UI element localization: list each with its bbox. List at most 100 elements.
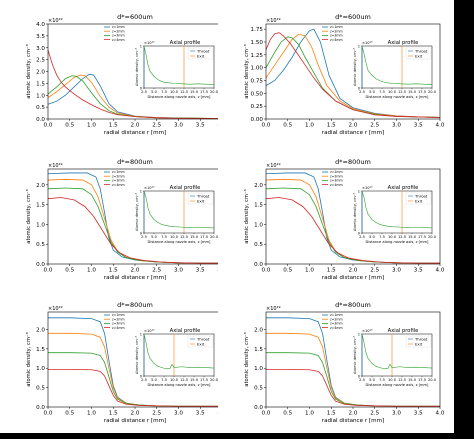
y-tick-label: 0.0 [36,117,45,123]
inset-x-tick-label: 7.5 [161,378,167,382]
y-tick-label: 2.5 [36,58,45,64]
y-tick-label: 0.5 [254,386,263,392]
legend-label: z=2mm [112,174,125,178]
chart-svg: 0.00.51.01.52.02.53.03.54.00.00.51.01.52… [0,288,236,433]
inset-x-tick-label: 17.5 [200,378,208,382]
series-line [265,197,440,264]
x-tick-label: 2.0 [349,123,358,129]
chart-panel: 0.00.51.01.52.02.53.03.54.00.00.51.01.52… [0,0,236,145]
x-tick-label: 0.0 [44,123,53,129]
y-tick-label: 0.5 [36,105,45,111]
y-tick-label: 1.00 [251,66,264,72]
inset-legend-label: Throat [196,193,210,198]
inset-x-tick-label: 17.5 [200,235,208,239]
inset-y-tick-label: 1 [358,44,360,48]
inset-y-tick-label: 0 [140,231,143,235]
chart-title: d*=800um [335,301,371,309]
x-axis-label: radial distance r [mm] [322,130,384,136]
legend-label: z=3mm [112,179,125,183]
y-offset-label: ×10¹⁹ [48,306,63,312]
x-tick-label: 0.5 [65,268,74,274]
y-axis-label: atomic density, cm⁻³ [26,44,32,98]
y-tick-label: 0.5 [36,386,45,392]
x-tick-label: 3.0 [392,268,401,274]
inset-legend-label: Throat [196,336,210,341]
inset-y-tick-label: 1 [358,189,360,193]
inset-offset-label: ×10²⁰ [144,41,155,45]
inset-legend-box [187,47,214,60]
inset-y-label: Atomic density, cm⁻³ [135,335,139,373]
inset-y-tick-label: 1 [358,332,360,336]
axial-profile-line [361,333,433,370]
series-line [48,368,222,407]
legend-label: z=3mm [112,322,125,326]
x-tick-label: 2.5 [370,123,379,129]
inset-x-tick-label: 12.5 [398,90,406,94]
x-tick-label: 4.0 [436,123,445,129]
x-tick-label: 1.5 [327,411,336,417]
inset-legend-label: Exit [415,198,423,203]
y-tick-label: 0.0 [254,405,263,411]
inset-x-tick-label: 10.0 [170,90,179,94]
inset-x-tick-label: 2.5 [359,90,365,94]
axial-profile-line [143,190,215,229]
y-tick-label: 0.00 [251,117,264,123]
inset-legend-label: Exit [415,53,423,58]
x-tick-label: 0.5 [283,411,292,417]
y-tick-label: 0.75 [251,78,264,84]
inset-y-tick-label: 1 [140,189,142,193]
inset-y-label: Atomic density, cm⁻³ [353,192,357,230]
inset-x-tick-label: 10.0 [388,235,397,239]
inset-x-tick-label: 2.5 [359,235,365,239]
series-line [266,368,440,407]
y-tick-label: 1.5 [36,81,45,87]
x-tick-label: 3.5 [196,123,205,129]
y-tick-label: 2.0 [36,183,45,189]
inset-x-tick-label: 17.5 [418,235,426,239]
y-tick-label: 1.0 [36,366,45,372]
inset-x-label: Distance along nozzle axis, z [mm] [366,240,429,244]
y-axis-label: atomic density, cm⁻³ [26,189,32,243]
y-tick-label: 0.0 [36,262,45,268]
inset-x-label: Distance along nozzle axis, z [mm] [148,95,211,99]
legend-label: z=3mm [330,322,343,326]
chart-panel: 0.00.51.01.52.02.53.03.54.00.00.51.01.52… [0,288,236,433]
x-tick-label: 1.5 [109,411,118,417]
axial-profile-line [143,45,215,85]
y-offset-label: ×10¹⁹ [48,18,63,24]
inset-title: Axial profile [388,185,419,191]
x-tick-label: 3.0 [392,123,401,129]
inset-title: Axial profile [388,328,419,334]
y-tick-label: 2.0 [36,327,45,333]
chart-title: d*=800um [117,158,153,166]
x-tick-label: 0.5 [65,411,74,417]
x-tick-label: 3.0 [174,268,183,274]
legend-label: z=3mm [112,34,125,38]
y-tick-label: 1.0 [254,222,263,228]
x-tick-label: 1.5 [109,123,118,129]
y-tick-label: 2.0 [254,327,263,333]
inset-y-tick-label: 0 [358,374,361,378]
inset-y-tick-label: 0 [358,86,361,90]
x-tick-label: 2.0 [349,268,358,274]
x-tick-label: 3.0 [174,411,183,417]
x-tick-label: 3.5 [196,268,205,274]
chart-title: d*=800um [335,158,371,166]
legend-label: z=4mm [112,38,125,42]
x-tick-label: 3.0 [392,411,401,417]
y-tick-label: 0.0 [254,262,263,268]
legend-label: z=2mm [330,29,343,33]
y-axis-label: atomic density, cm⁻³ [244,44,250,98]
legend-label: z=2mm [112,29,125,33]
y-tick-label: 1.5 [254,347,263,353]
x-tick-label: 2.5 [370,268,379,274]
y-tick-label: 3.5 [36,34,45,40]
x-tick-label: 3.5 [196,411,205,417]
x-tick-label: 0.0 [262,123,271,129]
inset-y-label: Atomic density, cm⁻³ [353,47,357,85]
inset-x-tick-label: 2.5 [141,235,147,239]
inset-offset-label: ×10²⁰ [362,41,373,45]
